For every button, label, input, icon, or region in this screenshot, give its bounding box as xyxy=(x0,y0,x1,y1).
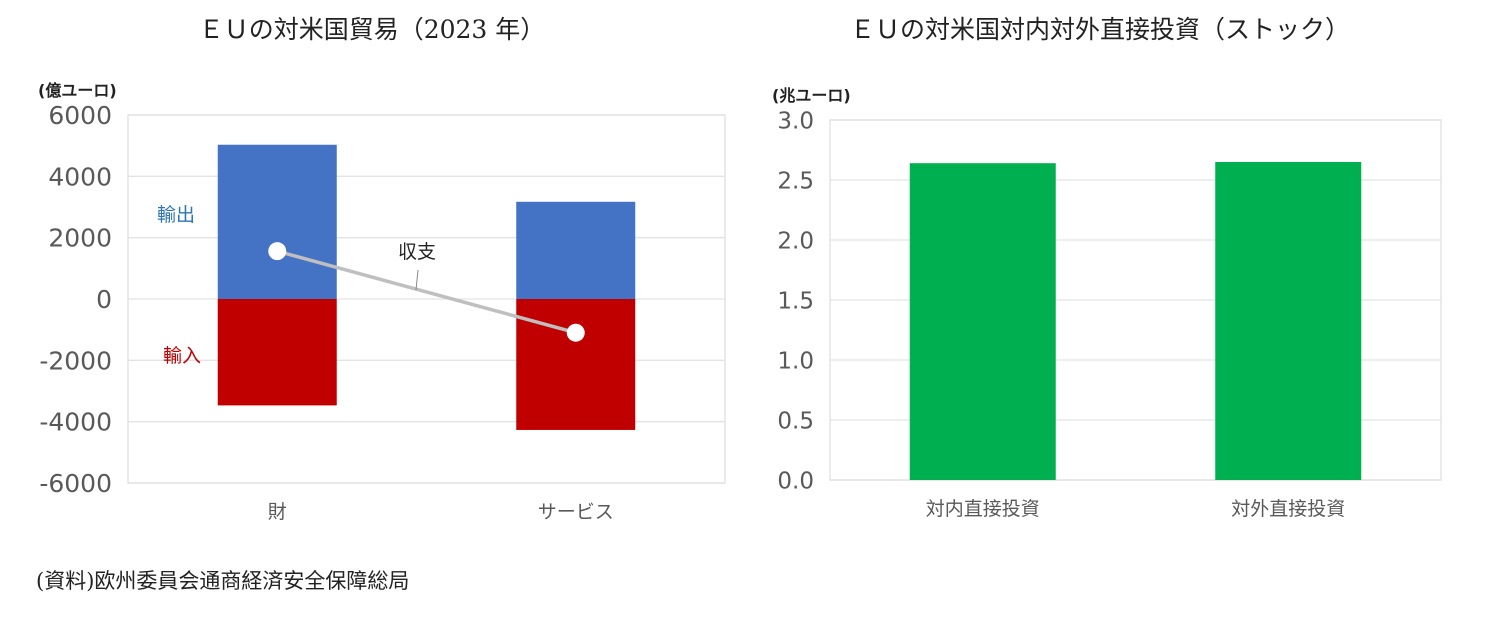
balance-point xyxy=(268,242,287,261)
x-tick-label: 対外直接投資 xyxy=(1231,498,1345,520)
y-tick-label: 0.5 xyxy=(777,408,814,434)
x-tick-label: 対内直接投資 xyxy=(926,498,1040,520)
bar-輸出 xyxy=(217,144,337,299)
plot-area-border xyxy=(829,119,1442,481)
balance-line xyxy=(276,249,577,335)
y-tick-label: 0 xyxy=(96,285,112,314)
y-tick-label: 6000 xyxy=(48,101,112,130)
y-tick-label: 0.0 xyxy=(777,468,814,494)
bar-輸入 xyxy=(516,299,636,430)
right-chart-title: ＥＵの対米国対内対外直接投資（ストック） xyxy=(849,15,1351,44)
y-tick-label: 3.0 xyxy=(777,108,814,134)
series-label-balance: 収支 xyxy=(398,241,436,263)
x-tick-label: サービス xyxy=(538,501,614,523)
bar-輸出 xyxy=(516,201,636,299)
y-tick-label: -6000 xyxy=(39,469,112,498)
y-tick-label: -2000 xyxy=(39,346,112,375)
y-tick-label: 2.5 xyxy=(777,168,814,194)
y-tick-label: 4000 xyxy=(48,162,112,191)
series-label-import: 輸入 xyxy=(163,345,201,367)
bar-value xyxy=(909,163,1056,480)
bar-輸入 xyxy=(217,299,337,406)
balance-leader-line xyxy=(415,269,419,291)
bar-value xyxy=(1215,162,1362,480)
unit-label: (兆ユーロ) xyxy=(772,86,851,105)
series-label-export: 輸出 xyxy=(157,204,195,226)
y-tick-label: 2000 xyxy=(48,224,112,253)
y-tick-label: 1.5 xyxy=(777,288,814,314)
unit-label: (億ユーロ) xyxy=(38,81,117,100)
y-tick-label: 1.0 xyxy=(777,348,814,374)
y-tick-label: 2.0 xyxy=(777,228,814,254)
plot-area-border xyxy=(127,114,726,484)
y-tick-label: -4000 xyxy=(39,408,112,437)
x-tick-label: 財 xyxy=(268,501,287,523)
source-note: (資料)欧州委員会通商経済安全保障総局 xyxy=(36,569,410,593)
balance-point xyxy=(566,323,585,342)
left-chart-title: ＥＵの対米国貿易（2023 年） xyxy=(198,15,546,44)
